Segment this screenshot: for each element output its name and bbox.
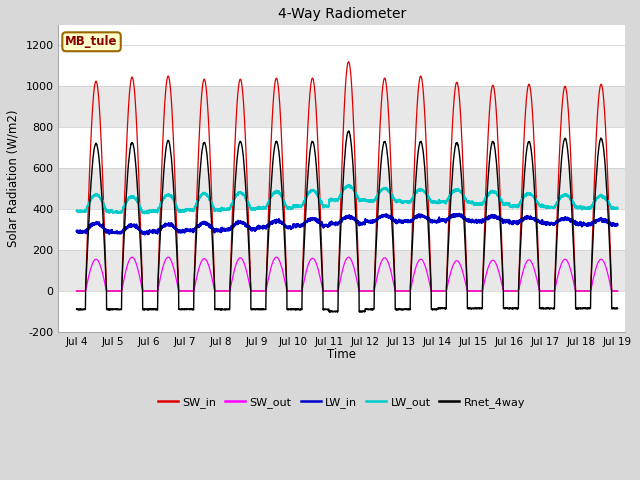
Bar [58,86,625,127]
Bar [58,209,625,250]
Text: MB_tule: MB_tule [65,35,118,48]
Bar [58,250,625,291]
Bar [58,168,625,209]
Title: 4-Way Radiometer: 4-Way Radiometer [278,7,406,21]
X-axis label: Time: Time [327,348,356,361]
Bar [58,127,625,168]
Y-axis label: Solar Radiation (W/m2): Solar Radiation (W/m2) [7,109,20,247]
Bar [58,45,625,86]
Legend: SW_in, SW_out, LW_in, LW_out, Rnet_4way: SW_in, SW_out, LW_in, LW_out, Rnet_4way [154,393,530,412]
Bar [58,291,625,332]
